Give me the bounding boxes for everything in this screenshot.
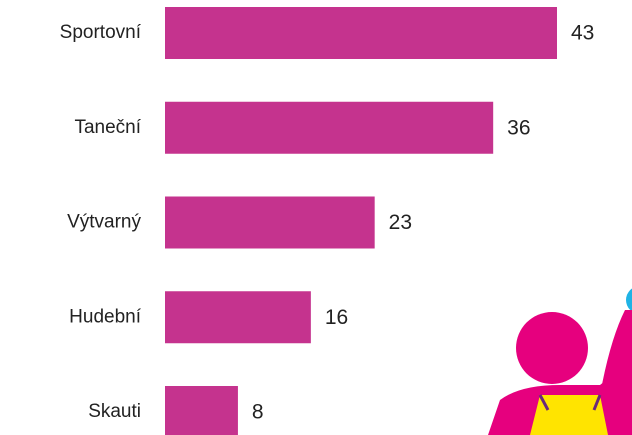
bar bbox=[165, 7, 557, 59]
bar bbox=[165, 197, 375, 249]
category-label: Skauti bbox=[88, 401, 141, 422]
chart: 8 Skauti 16 Hudební 23 Výtvarný 36 Taneční 43 Spo… bbox=[0, 0, 632, 435]
bar bbox=[165, 291, 311, 343]
category-label: Hudební bbox=[69, 306, 142, 327]
category-label: Výtvarný bbox=[67, 212, 141, 233]
value-label: 23 bbox=[389, 211, 412, 234]
bar bbox=[165, 102, 493, 154]
decoration bbox=[488, 286, 632, 435]
bar bbox=[165, 386, 238, 435]
value-label: 43 bbox=[571, 22, 594, 45]
value-label: 36 bbox=[507, 116, 530, 139]
category-label: Sportovní bbox=[60, 22, 142, 43]
value-label: 16 bbox=[325, 306, 348, 329]
value-label: 8 bbox=[252, 401, 264, 424]
category-label: Taneční bbox=[74, 117, 141, 138]
